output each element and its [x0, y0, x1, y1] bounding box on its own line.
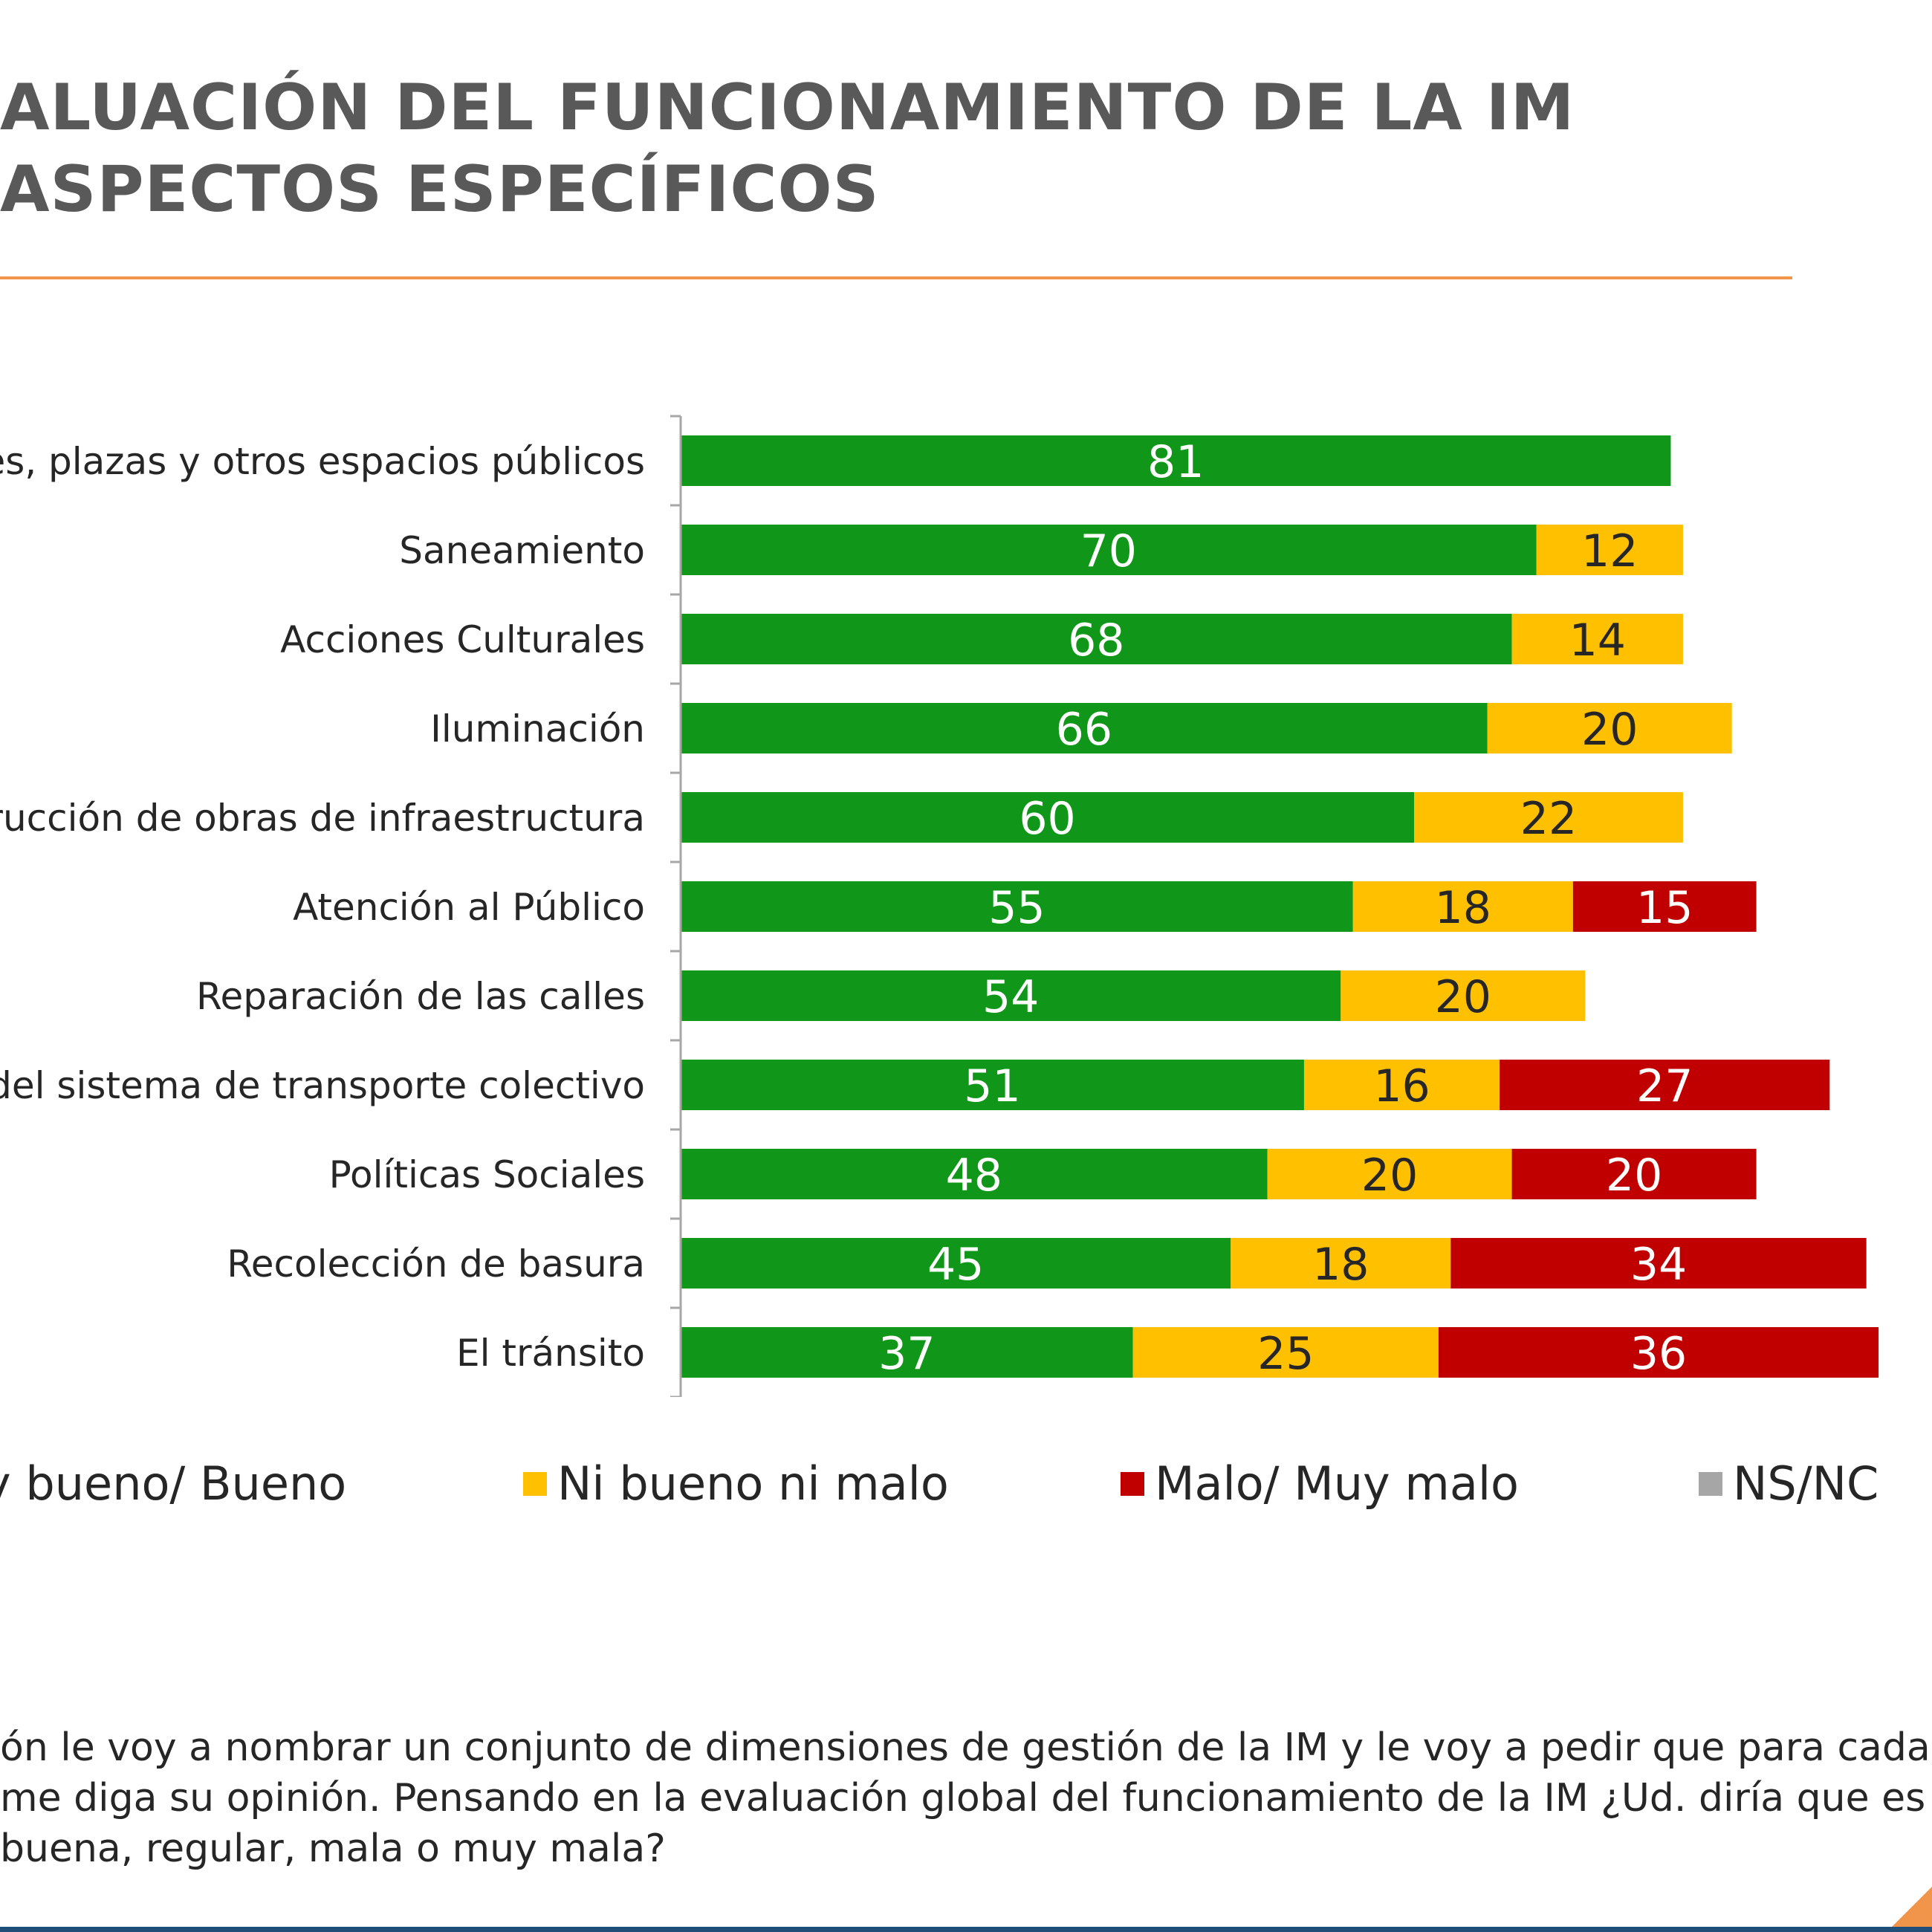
bar-segment: [681, 435, 1671, 486]
survey-question: ón le voy a nombrar un conjunto de dimen…: [0, 1722, 1932, 1874]
data-label: 15: [1636, 882, 1693, 934]
category-label: Acciones Culturales: [280, 618, 645, 661]
corner-accent: [1892, 1887, 1932, 1927]
data-label: 25: [1257, 1328, 1314, 1380]
legend-swatch-malo: [1121, 1471, 1144, 1496]
bar-segment: [681, 792, 1414, 843]
data-label: 37: [878, 1328, 935, 1380]
data-label: 22: [1520, 793, 1577, 845]
title-line-2: ASPECTOS ESPECÍFICOS: [0, 152, 880, 227]
bar-segment: [1438, 1327, 1879, 1378]
data-label: 20: [1581, 704, 1638, 756]
category-label: Recolección de basura: [227, 1242, 645, 1286]
bar-segment: [681, 614, 1512, 664]
category-label: ues, plazas y otros espacios públicos: [0, 440, 645, 483]
data-label: 48: [946, 1150, 1002, 1202]
stacked-bar-chart: ues, plazas y otros espacios públicos 81 S…: [0, 415, 1879, 1397]
data-label: 54: [982, 971, 1039, 1023]
footer-band: [0, 1927, 1932, 1932]
data-label: 27: [1636, 1060, 1693, 1112]
data-label: 34: [1630, 1239, 1687, 1291]
data-label: 14: [1569, 615, 1626, 667]
bar-segment: [681, 1060, 1304, 1110]
chart-legend: y bueno/ Bueno Ni bueno ni malo Malo/ Mu…: [0, 1456, 1932, 1523]
category-label: Saneamiento: [399, 529, 645, 572]
category-label: strucción de obras de infraestructura: [0, 797, 645, 840]
data-label: 66: [1056, 704, 1112, 756]
bar-segment: [1341, 970, 1586, 1021]
bar-segment: [681, 525, 1537, 575]
bar-segment: [1231, 1238, 1451, 1288]
legend-item-nsnc: NS/NC: [1699, 1456, 1878, 1511]
legend-label-malo: Malo/ Muy malo: [1155, 1456, 1519, 1511]
legend-item-malo: Malo/ Muy malo: [1121, 1456, 1519, 1511]
data-label: 45: [927, 1239, 984, 1291]
category-label: Atención al Público: [293, 886, 645, 929]
legend-swatch-nsnc: [1699, 1471, 1722, 1496]
legend-label-ni-bueno-ni-malo: Ni bueno ni malo: [557, 1456, 949, 1511]
legend-swatch-ni-bueno-ni-malo: [523, 1471, 547, 1496]
bar-segment: [681, 970, 1341, 1021]
data-label: 20: [1435, 971, 1491, 1023]
data-label: 60: [1019, 793, 1075, 845]
title-divider: [0, 276, 1792, 279]
data-label: 81: [1147, 436, 1204, 488]
question-line-1: ón le voy a nombrar un conjunto de dimen…: [0, 1725, 1931, 1770]
bar-segment: [1511, 614, 1683, 664]
bar-segment: [1487, 703, 1732, 753]
data-label: 36: [1630, 1328, 1687, 1380]
legend-label-bueno: y bueno/ Bueno: [0, 1456, 347, 1511]
slide-title: ALUACIÓN DEL FUNCIONAMIENTO DE LA IM ASP…: [0, 67, 1575, 230]
data-label: 18: [1435, 882, 1491, 934]
bar-segment: [681, 1238, 1231, 1288]
title-line-1: ALUACIÓN DEL FUNCIONAMIENTO DE LA IM: [0, 71, 1575, 145]
bar-segment: [1414, 792, 1683, 843]
data-label: 12: [1581, 525, 1638, 577]
bar-segment: [1303, 1060, 1500, 1110]
category-label: El tránsito: [456, 1332, 645, 1375]
category-label: Iluminación: [430, 707, 645, 751]
bar-segment: [1500, 1060, 1830, 1110]
data-label: 55: [988, 882, 1045, 934]
bar-segment: [681, 703, 1488, 753]
data-label: 20: [1361, 1150, 1418, 1202]
legend-item-bueno: y bueno/ Bueno: [0, 1456, 346, 1511]
legend-item-ni-bueno-ni-malo: Ni bueno ni malo: [523, 1456, 949, 1511]
bar-segment: [1132, 1327, 1439, 1378]
category-label: Reparación de las calles: [196, 975, 645, 1018]
data-label: 51: [964, 1060, 1020, 1112]
legend-label-nsnc: NS/NC: [1733, 1456, 1879, 1511]
bar-segment: [1511, 1149, 1757, 1199]
data-label: 70: [1080, 525, 1137, 577]
bar-segment: [1572, 881, 1757, 932]
bar-segment: [1267, 1149, 1512, 1199]
bar-segment: [1352, 881, 1573, 932]
data-label: 68: [1068, 615, 1124, 667]
category-label: Políticas Sociales: [329, 1153, 645, 1196]
bar-segment: [681, 1149, 1268, 1199]
data-label: 20: [1606, 1150, 1662, 1202]
question-line-3: buena, regular, mala o muy mala?: [0, 1826, 666, 1871]
data-label: 16: [1373, 1060, 1430, 1112]
bar-segment: [681, 881, 1353, 932]
bar-segment: [681, 1327, 1133, 1378]
bar-segment: [1536, 525, 1683, 575]
data-label: 18: [1312, 1239, 1369, 1291]
question-line-2: me diga su opinión. Pensando en la evalu…: [0, 1776, 1926, 1821]
bar-segment: [1450, 1238, 1867, 1288]
category-label: to del sistema de transporte colectivo: [0, 1064, 645, 1107]
